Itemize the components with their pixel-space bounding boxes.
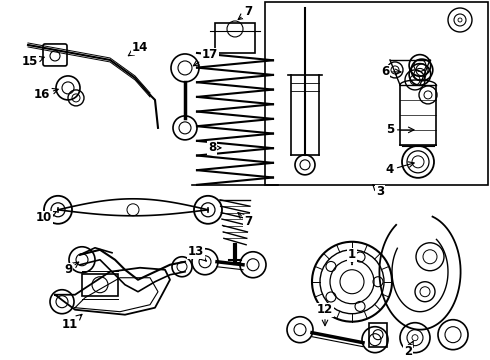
Text: 8: 8 bbox=[208, 141, 221, 154]
Text: 13: 13 bbox=[188, 245, 206, 261]
Text: 3: 3 bbox=[373, 185, 384, 198]
Text: 15: 15 bbox=[22, 55, 44, 68]
Text: 1: 1 bbox=[348, 248, 356, 265]
Text: 4: 4 bbox=[386, 162, 414, 176]
Text: 14: 14 bbox=[128, 41, 148, 56]
Bar bbox=[82, 274, 118, 296]
Text: 7: 7 bbox=[238, 5, 252, 19]
Bar bbox=[215, 23, 255, 53]
Text: 5: 5 bbox=[386, 123, 414, 136]
Text: 6: 6 bbox=[381, 66, 401, 78]
Bar bbox=[369, 323, 387, 347]
Text: 2: 2 bbox=[404, 341, 413, 358]
Text: 17: 17 bbox=[194, 49, 218, 66]
Text: 11: 11 bbox=[62, 314, 82, 331]
FancyBboxPatch shape bbox=[43, 44, 67, 66]
Text: 7: 7 bbox=[238, 212, 252, 228]
Bar bbox=[265, 2, 488, 185]
Text: 12: 12 bbox=[317, 303, 333, 326]
Text: 9: 9 bbox=[64, 262, 79, 276]
Text: 10: 10 bbox=[36, 211, 56, 224]
Text: 16: 16 bbox=[34, 89, 58, 102]
